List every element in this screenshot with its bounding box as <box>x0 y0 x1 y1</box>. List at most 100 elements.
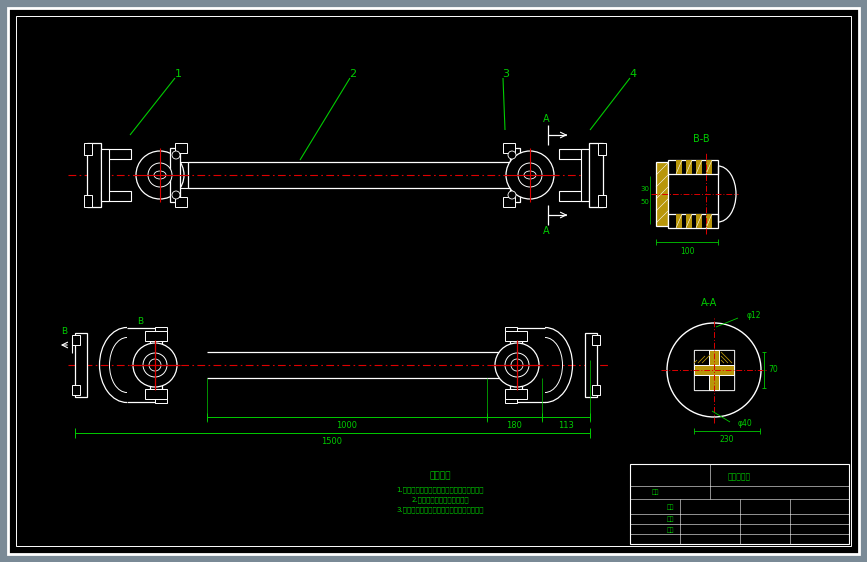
Bar <box>719 375 734 390</box>
Circle shape <box>505 353 529 377</box>
Text: A-A: A-A <box>701 298 717 308</box>
Circle shape <box>667 323 761 417</box>
Text: 113: 113 <box>558 422 574 430</box>
Bar <box>84 195 92 207</box>
Bar <box>505 391 517 403</box>
Text: 图号: 图号 <box>651 489 659 495</box>
Ellipse shape <box>154 171 166 179</box>
Bar <box>188 162 510 188</box>
Bar <box>150 333 162 397</box>
Text: 2: 2 <box>349 69 356 79</box>
Circle shape <box>148 163 172 187</box>
Text: 比例: 比例 <box>666 504 674 510</box>
Text: 180: 180 <box>506 422 522 430</box>
Circle shape <box>172 151 180 159</box>
Circle shape <box>518 163 542 187</box>
Bar <box>101 149 109 201</box>
Bar <box>145 389 167 399</box>
Text: φ40: φ40 <box>738 419 753 428</box>
Text: A: A <box>543 226 550 236</box>
Text: 第张: 第张 <box>666 527 674 533</box>
Text: 3: 3 <box>503 69 510 79</box>
Bar <box>87 143 101 207</box>
Text: 1.未标注尺寸公差按制造工艺和，精度等级为: 1.未标注尺寸公差按制造工艺和，精度等级为 <box>396 487 484 493</box>
Circle shape <box>149 359 161 371</box>
Bar <box>589 143 603 207</box>
Circle shape <box>172 191 180 199</box>
Bar <box>709 350 719 390</box>
Bar <box>503 197 515 207</box>
Bar <box>581 149 589 201</box>
Circle shape <box>506 151 554 199</box>
Bar <box>706 214 712 228</box>
Bar <box>706 160 712 174</box>
Text: 1000: 1000 <box>336 422 357 430</box>
Bar <box>170 148 180 202</box>
Bar <box>686 160 692 174</box>
Bar <box>72 335 80 345</box>
Bar <box>175 197 187 207</box>
Text: 技术要求: 技术要求 <box>429 472 451 481</box>
Bar <box>694 350 734 390</box>
Bar <box>75 333 87 397</box>
Bar <box>598 143 606 155</box>
Bar <box>145 331 167 341</box>
Bar <box>598 195 606 207</box>
Circle shape <box>136 151 184 199</box>
Ellipse shape <box>524 171 536 179</box>
Bar <box>668 214 718 228</box>
Bar <box>696 214 702 228</box>
Text: A: A <box>543 114 550 124</box>
Bar <box>592 385 600 395</box>
Text: 万向传动轴: 万向传动轴 <box>727 473 751 482</box>
Bar <box>694 375 709 390</box>
Text: 70: 70 <box>768 365 778 374</box>
Text: φ12: φ12 <box>747 311 761 320</box>
Bar <box>505 389 527 399</box>
Bar <box>630 464 849 544</box>
Bar <box>155 391 167 403</box>
Circle shape <box>143 353 167 377</box>
Text: 3.所有尺寸均按公差类型选取，不允许超差。: 3.所有尺寸均按公差类型选取，不允许超差。 <box>396 507 484 513</box>
Text: 1500: 1500 <box>322 437 342 446</box>
Text: B: B <box>137 316 143 325</box>
Bar <box>694 350 709 365</box>
Bar <box>101 191 131 201</box>
Bar <box>686 214 692 228</box>
Bar <box>656 162 668 226</box>
Bar <box>84 143 92 155</box>
Text: 共张: 共张 <box>666 516 674 522</box>
Bar <box>510 148 520 202</box>
Bar <box>559 191 589 201</box>
Text: 100: 100 <box>680 247 694 256</box>
Text: 1: 1 <box>174 69 181 79</box>
Bar <box>592 335 600 345</box>
Bar <box>101 149 131 159</box>
Bar <box>505 331 527 341</box>
Bar <box>719 350 734 365</box>
Bar <box>72 385 80 395</box>
Bar <box>668 160 718 174</box>
Text: 230: 230 <box>720 434 734 443</box>
Text: 50: 50 <box>640 199 649 205</box>
Bar <box>694 365 734 375</box>
Bar <box>505 327 517 339</box>
Text: B: B <box>61 328 67 337</box>
Text: 2.未标注分层尺寸公差类型。: 2.未标注分层尺寸公差类型。 <box>411 497 469 504</box>
Circle shape <box>508 151 516 159</box>
Bar <box>155 327 167 339</box>
Text: B-B: B-B <box>693 134 709 144</box>
Bar <box>696 160 702 174</box>
Circle shape <box>511 359 523 371</box>
Bar <box>175 143 187 153</box>
Bar <box>510 333 522 397</box>
Bar <box>676 214 682 228</box>
Circle shape <box>508 191 516 199</box>
Bar <box>585 333 597 397</box>
Text: 30: 30 <box>640 186 649 192</box>
Circle shape <box>133 343 177 387</box>
Bar <box>503 143 515 153</box>
Bar <box>559 149 589 159</box>
Text: 4: 4 <box>629 69 636 79</box>
Circle shape <box>495 343 539 387</box>
